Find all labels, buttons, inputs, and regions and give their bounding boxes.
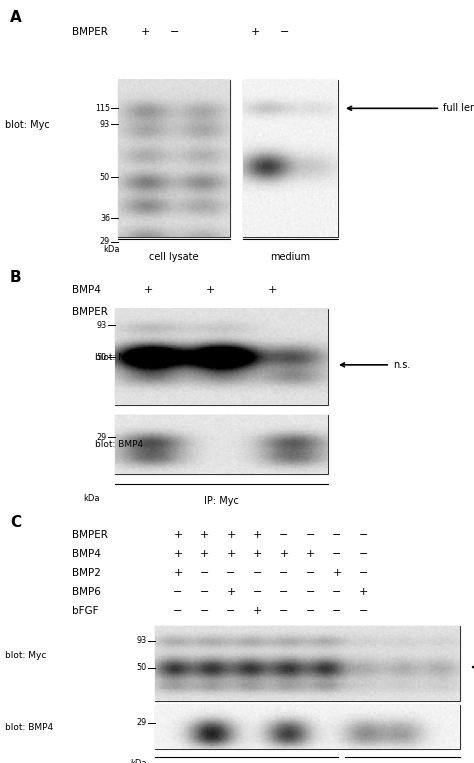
Text: +: + [200, 549, 209, 559]
Text: +: + [253, 549, 262, 559]
Text: −: − [306, 606, 315, 616]
Text: +: + [200, 530, 209, 540]
Text: IP: Myc: IP: Myc [204, 495, 239, 506]
Text: kDa: kDa [103, 245, 119, 254]
Text: −: − [332, 606, 342, 616]
Text: n.s.: n.s. [473, 662, 474, 672]
Text: BMPER: BMPER [72, 530, 108, 540]
Text: −: − [200, 568, 209, 578]
Text: 50: 50 [137, 663, 147, 672]
Text: −: − [280, 27, 290, 37]
Text: n.s.: n.s. [341, 360, 410, 370]
Text: −: − [205, 307, 215, 317]
Text: −: − [253, 587, 262, 597]
Text: −: − [332, 549, 342, 559]
Text: +: + [332, 568, 342, 578]
Text: +: + [253, 530, 262, 540]
Text: +: + [226, 530, 236, 540]
Text: +: + [250, 27, 260, 37]
Text: −: − [306, 568, 315, 578]
Text: +: + [140, 27, 150, 37]
Text: 93: 93 [97, 320, 107, 330]
Text: bFGF: bFGF [72, 606, 99, 616]
Text: −: − [226, 568, 236, 578]
Text: +: + [173, 568, 182, 578]
Text: kDa: kDa [130, 758, 146, 763]
Text: BMP4: BMP4 [72, 549, 101, 559]
Text: BMP2: BMP2 [72, 568, 101, 578]
Text: −: − [279, 530, 289, 540]
Text: +: + [143, 285, 153, 295]
Text: −: − [253, 568, 262, 578]
Text: −: − [200, 587, 209, 597]
Text: +: + [173, 530, 182, 540]
Text: +: + [253, 606, 262, 616]
Text: blot: BMP4: blot: BMP4 [95, 439, 143, 449]
Text: −: − [332, 587, 342, 597]
Text: +: + [306, 549, 315, 559]
Text: blot: BMP4: blot: BMP4 [5, 723, 53, 732]
Text: cell lysate: cell lysate [149, 252, 199, 262]
Text: −: − [279, 606, 289, 616]
Text: 29: 29 [137, 718, 147, 727]
Bar [115, 309, 328, 405]
Bar [155, 705, 460, 749]
Text: blot: Myc: blot: Myc [5, 120, 50, 130]
Text: −: − [200, 606, 209, 616]
Text: C: C [10, 515, 21, 530]
Text: 50: 50 [97, 353, 107, 362]
Text: kDa: kDa [83, 494, 100, 503]
Text: +: + [173, 549, 182, 559]
Text: −: − [306, 587, 315, 597]
Text: B: B [10, 270, 22, 285]
Text: BMPER: BMPER [72, 307, 108, 317]
Text: blot: Myc: blot: Myc [95, 353, 137, 362]
Text: −: − [170, 27, 180, 37]
Text: 50: 50 [100, 173, 110, 182]
Text: BMP4: BMP4 [72, 285, 101, 295]
Text: −: − [332, 530, 342, 540]
Text: −: − [226, 606, 236, 616]
Text: +: + [226, 587, 236, 597]
Text: −: − [306, 530, 315, 540]
Bar [155, 626, 460, 700]
Bar [115, 415, 328, 474]
Text: −: − [279, 587, 289, 597]
Text: 29: 29 [100, 237, 110, 246]
Text: +: + [226, 549, 236, 559]
Text: −: − [359, 606, 368, 616]
Text: +: + [359, 587, 368, 597]
Text: BMPER: BMPER [72, 27, 108, 37]
Text: +: + [143, 307, 153, 317]
Text: −: − [359, 568, 368, 578]
Text: −: − [359, 530, 368, 540]
Text: 36: 36 [100, 214, 110, 223]
Text: blot: Myc: blot: Myc [5, 652, 46, 660]
Text: +: + [279, 549, 289, 559]
Text: −: − [267, 307, 277, 317]
Text: 29: 29 [97, 433, 107, 442]
Text: 93: 93 [100, 120, 110, 128]
Text: full length: full length [347, 103, 474, 114]
Text: +: + [267, 285, 277, 295]
Text: −: − [173, 587, 182, 597]
Text: −: − [359, 549, 368, 559]
Bar [118, 80, 230, 237]
Text: BMP6: BMP6 [72, 587, 101, 597]
Bar [243, 80, 338, 237]
Text: medium: medium [271, 252, 310, 262]
Text: −: − [173, 606, 182, 616]
Text: A: A [10, 10, 22, 25]
Text: 93: 93 [137, 636, 147, 645]
Text: +: + [205, 285, 215, 295]
Text: −: − [279, 568, 289, 578]
Text: 115: 115 [95, 104, 110, 113]
